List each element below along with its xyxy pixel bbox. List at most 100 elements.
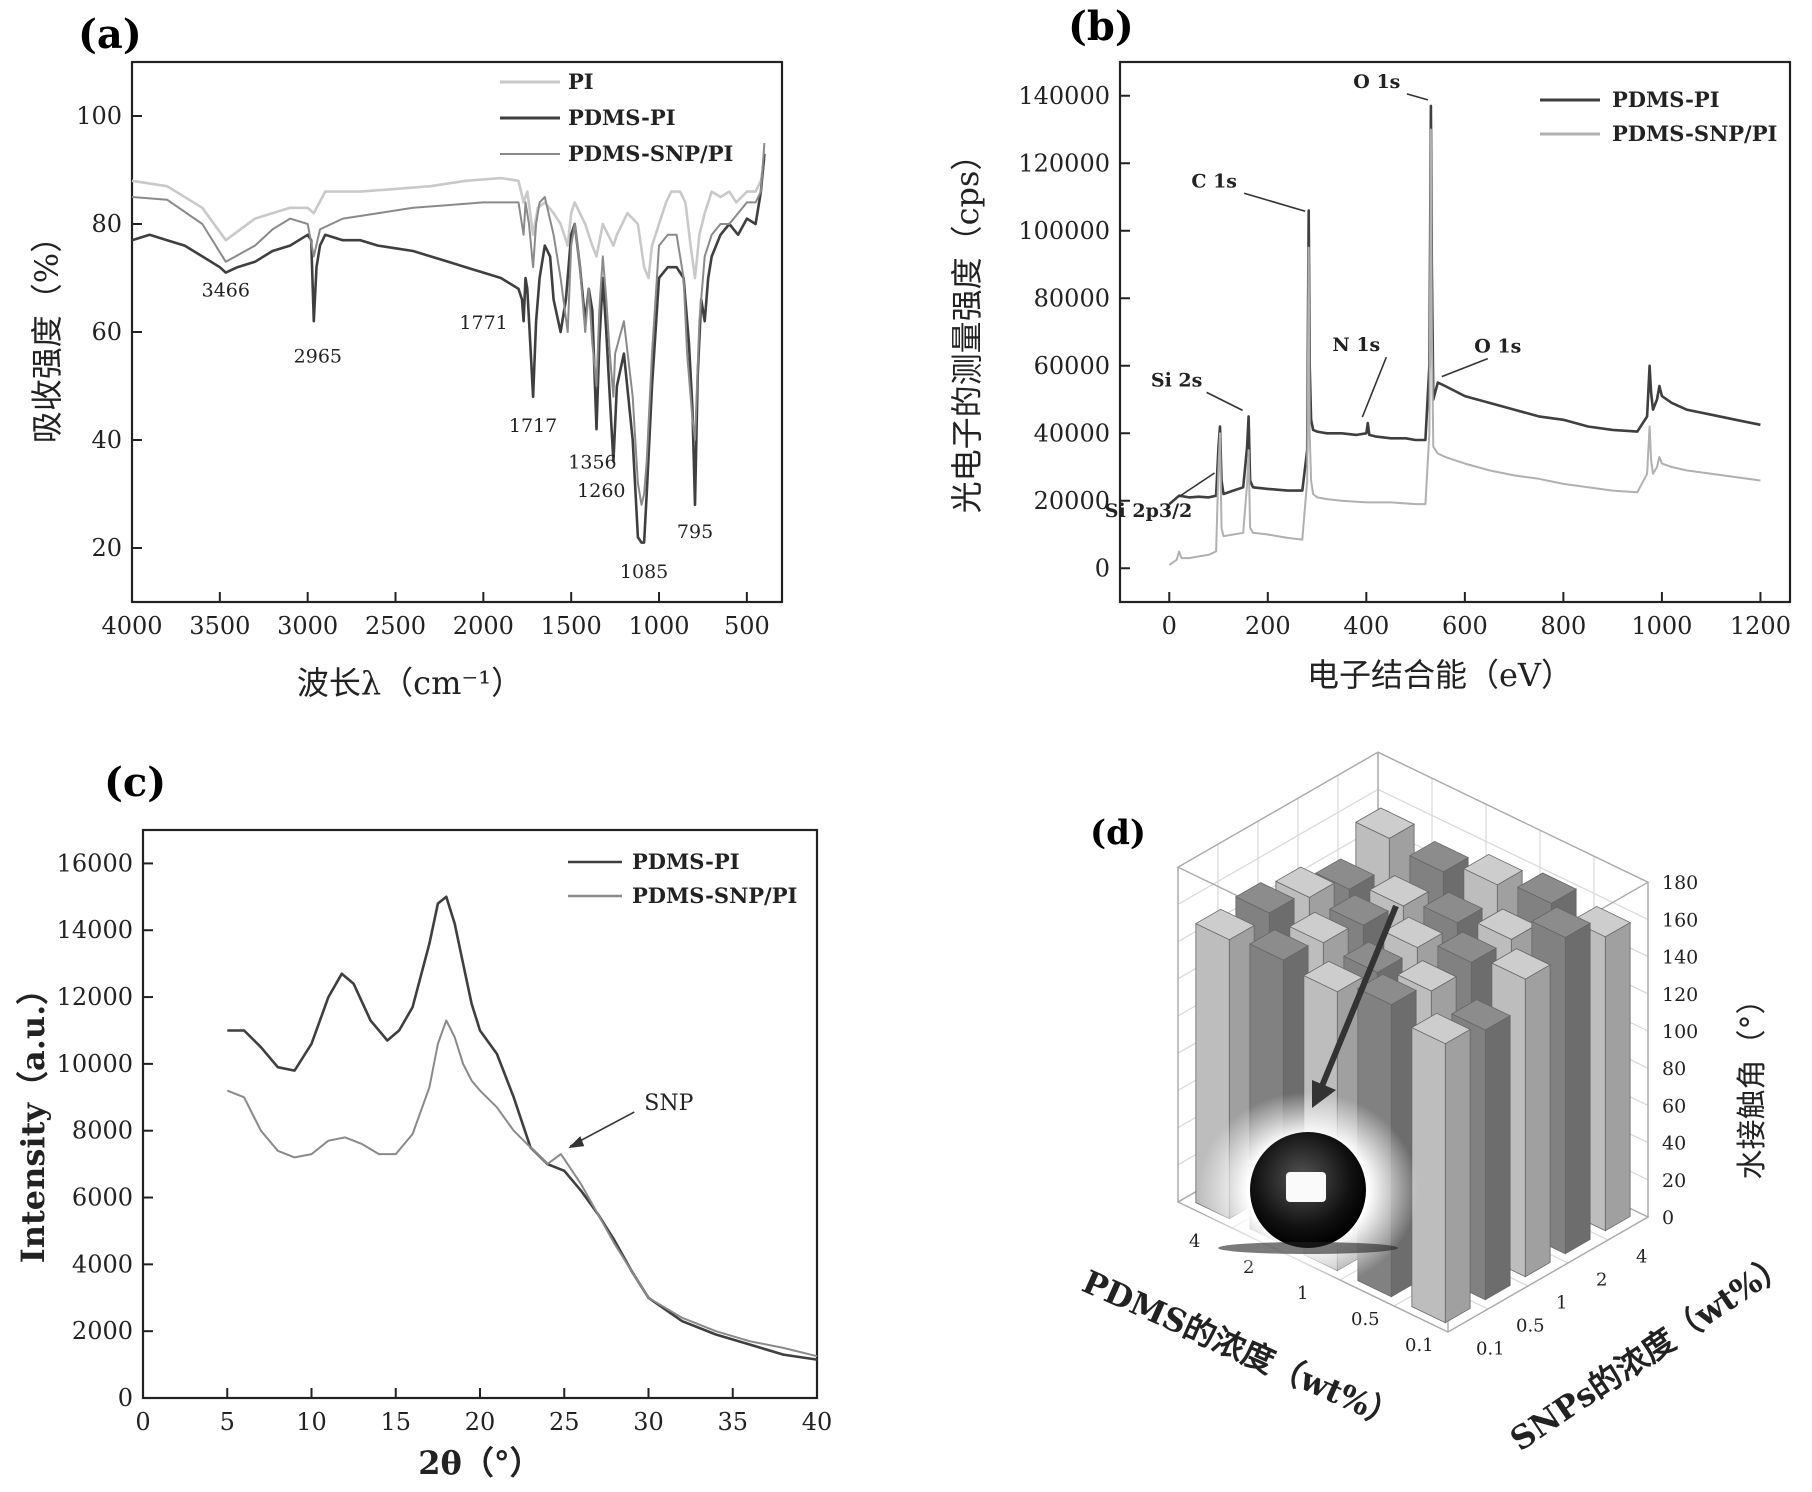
x-tick-label: 40 bbox=[802, 1408, 833, 1436]
legend-label-pdms-pi: PDMS-PI bbox=[568, 105, 676, 130]
panel-d-z-axis-label: 水接触角（°） bbox=[1735, 985, 1770, 1180]
legend-label-pi: PI bbox=[568, 69, 594, 94]
x-tick-label: 600 bbox=[1442, 612, 1488, 640]
y-tick-label: 12000 bbox=[57, 983, 133, 1011]
bar-face-top bbox=[1411, 1012, 1471, 1045]
annotation-arrow-b bbox=[1361, 356, 1388, 418]
panel-b-x-axis-label: 电子结合能（eV） bbox=[1307, 656, 1573, 694]
bar-face-top bbox=[1289, 911, 1349, 944]
droplet-photo bbox=[1198, 1092, 1418, 1288]
bar-face-top bbox=[1409, 840, 1469, 873]
panel-b-xps-chart: (b) O 1s C 1s N 1s O 1s Si 2s Si 2p3/2 0 200 40… bbox=[948, 3, 1792, 694]
y-tick-label: 4000 bbox=[72, 1250, 133, 1278]
bar-face-top bbox=[1315, 858, 1375, 890]
series-line-c-pdms-pi bbox=[227, 895, 818, 1361]
pdms-tick-label: 0.5 bbox=[1351, 1309, 1380, 1330]
y-tick-label: 140000 bbox=[1018, 82, 1110, 110]
bar-face-left bbox=[1411, 1026, 1446, 1324]
bar-3d bbox=[1411, 1012, 1471, 1324]
panel-d-pdms-axis-label: PDMS的浓度（wt%） bbox=[1077, 1263, 1406, 1437]
panel-d-label: (d) bbox=[1090, 813, 1146, 853]
peak-label-b-si-2s: Si 2s bbox=[1151, 369, 1202, 391]
y-tick-label: 80 bbox=[91, 210, 122, 238]
snp-tick-label: 1 bbox=[1556, 1293, 1567, 1314]
legend-label-c-pdms-snp-pi: PDMS-SNP/PI bbox=[632, 883, 797, 908]
panel-d-snp-axis-label: SNPs的浓度（wt%） bbox=[1503, 1244, 1796, 1458]
x-tick-label: 2500 bbox=[365, 612, 426, 640]
panel-c-frame bbox=[141, 828, 819, 1400]
x-tick-label: 35 bbox=[717, 1408, 748, 1436]
panel-b-frame bbox=[1118, 60, 1792, 604]
bar-face-right bbox=[1444, 1028, 1471, 1324]
x-tick-label: 10 bbox=[296, 1408, 327, 1436]
bar-face-top bbox=[1369, 875, 1429, 907]
bar-face-top bbox=[1451, 999, 1511, 1031]
peak-label-a-1771: 1771 bbox=[459, 312, 507, 334]
y-tick-label: 6000 bbox=[72, 1184, 133, 1212]
arrowhead-to-droplet bbox=[1312, 1080, 1336, 1108]
series-line-a-pdms-pi bbox=[131, 153, 766, 544]
panel-c-series-group bbox=[226, 895, 818, 1361]
y-tick-label: 40000 bbox=[1034, 419, 1110, 447]
x-tick-label: 1500 bbox=[541, 612, 602, 640]
panel-b-legend: PDMS-PI PDMS-SNP/PI bbox=[1540, 87, 1777, 146]
panel-c-y-axis-label: Intensity（a.u.） bbox=[14, 973, 52, 1263]
z-tick-label: 140 bbox=[1662, 947, 1698, 969]
x-tick-label: 5 bbox=[220, 1408, 235, 1436]
y-tick-label: 60 bbox=[91, 318, 122, 346]
bar-face-right bbox=[1524, 964, 1551, 1278]
bar-face-top bbox=[1357, 973, 1417, 1006]
panel-d-contact-angle-3d-bars: (d) 0 20 40 60 80 100 120 140 160 180 4 2 1 0.5 0.1 0.1… bbox=[1077, 751, 1796, 1459]
series-line-a-pdms-snp-pi bbox=[131, 142, 766, 506]
annotation-arrow-b bbox=[1441, 357, 1489, 378]
x-tick-label: 15 bbox=[380, 1408, 411, 1436]
peak-label-a-3466: 3466 bbox=[202, 280, 250, 302]
y-tick-label: 0 bbox=[118, 1384, 133, 1412]
panel-c-x-axis-label: 2θ（°） bbox=[418, 1444, 542, 1482]
legend-label-b-pdms-snp-pi: PDMS-SNP/PI bbox=[1612, 121, 1777, 146]
y-tick-label: 100000 bbox=[1018, 217, 1110, 245]
y-tick-label: 40 bbox=[91, 426, 122, 454]
x-tick-label: 2000 bbox=[453, 612, 514, 640]
panel-a-y-axis-label: 吸收强度（%） bbox=[28, 221, 66, 443]
panel-a-ftir-chart: (a) 3466 2965 1771 1717 1356 1260 1085 795 4000… bbox=[28, 11, 784, 702]
panel-c-legend: PDMS-PI PDMS-SNP/PI bbox=[568, 849, 797, 908]
peak-label-b-c-1s: C 1s bbox=[1191, 170, 1237, 192]
x-tick-label: 400 bbox=[1343, 612, 1389, 640]
bar-face-top bbox=[1329, 894, 1389, 926]
y-tick-label: 10000 bbox=[57, 1050, 133, 1078]
series-line-b-pdms-snp-pi bbox=[1168, 128, 1761, 566]
x-tick-label: 3500 bbox=[189, 612, 250, 640]
annotation-arrow-b bbox=[1178, 472, 1215, 498]
panel-b-y-axis-label: 光电子的测量强度（cps） bbox=[948, 139, 986, 514]
series-line-b-pdms-pi bbox=[1168, 104, 1761, 506]
snp-tick-label: 0.5 bbox=[1516, 1316, 1545, 1337]
z-tick-label: 160 bbox=[1662, 909, 1698, 931]
x-tick-label: 3000 bbox=[277, 612, 338, 640]
x-tick-label: 200 bbox=[1245, 612, 1291, 640]
bar-face-right bbox=[1564, 922, 1591, 1255]
bar-face-top bbox=[1531, 906, 1591, 938]
z-tick-label: 20 bbox=[1662, 1170, 1686, 1192]
annotation-arrow-b bbox=[1406, 93, 1429, 101]
legend-label-pdms-snp-pi: PDMS-SNP/PI bbox=[568, 141, 733, 166]
z-tick-label: 40 bbox=[1662, 1133, 1686, 1155]
z-tick-label: 80 bbox=[1662, 1058, 1686, 1080]
bar-face-top bbox=[1235, 882, 1295, 914]
y-tick-label: 20000 bbox=[1034, 487, 1110, 515]
bar-face-top bbox=[1491, 948, 1551, 980]
series-line-a-pi bbox=[131, 158, 766, 280]
bar-face-top bbox=[1303, 960, 1363, 993]
y-tick-label: 14000 bbox=[57, 916, 133, 944]
y-tick-label: 0 bbox=[1095, 554, 1110, 582]
x-tick-label: 30 bbox=[633, 1408, 664, 1436]
x-tick-label: 0 bbox=[135, 1408, 150, 1436]
bar-face-top bbox=[1383, 916, 1443, 949]
series-line-c-pdms-snp-pi bbox=[226, 1019, 818, 1358]
snp-tick-label: 0.1 bbox=[1476, 1339, 1505, 1360]
bar-face-right bbox=[1484, 1015, 1511, 1301]
snp-tick-label: 4 bbox=[1636, 1247, 1647, 1268]
peak-label-a-795: 795 bbox=[677, 521, 713, 543]
bar-face-top bbox=[1517, 872, 1577, 904]
